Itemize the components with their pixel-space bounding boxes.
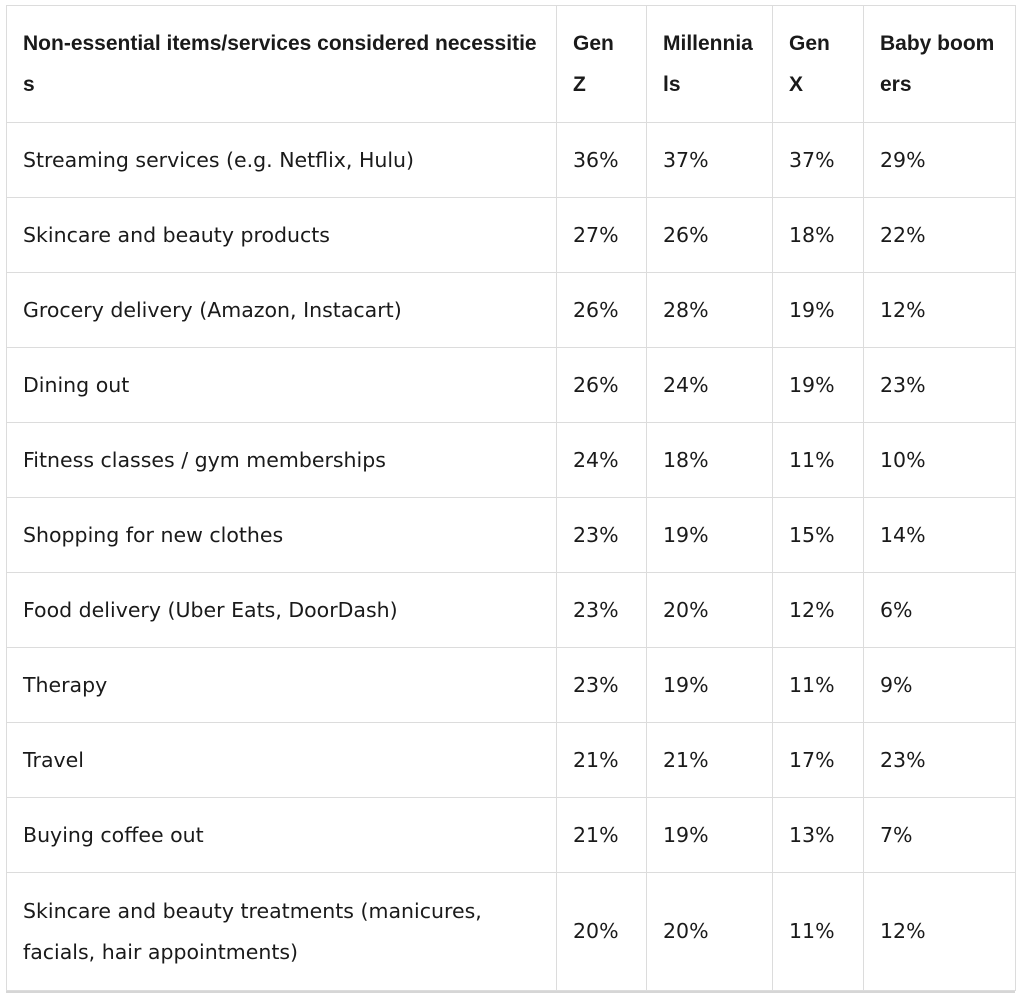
gen-z-cell: 36%	[556, 122, 647, 198]
boomers-cell: 6%	[863, 572, 1016, 648]
column-header-millennials: Millennials	[646, 5, 773, 123]
millennials-cell: 20%	[646, 572, 773, 648]
table-row: Therapy 23% 19% 11% 9%	[6, 647, 1016, 723]
column-header-gen-z: Gen Z	[556, 5, 647, 123]
millennials-cell: 18%	[646, 422, 773, 498]
item-cell: Skincare and beauty treatments (manicure…	[6, 872, 557, 991]
boomers-cell: 9%	[863, 647, 1016, 723]
boomers-cell: 22%	[863, 197, 1016, 273]
boomers-cell: 7%	[863, 797, 1016, 873]
gen-x-cell: 12%	[772, 572, 864, 648]
gen-z-cell: 26%	[556, 272, 647, 348]
millennials-cell: 26%	[646, 197, 773, 273]
item-cell: Streaming services (e.g. Netflix, Hulu)	[6, 122, 557, 198]
table-row: Shopping for new clothes 23% 19% 15% 14%	[6, 497, 1016, 573]
table-row: Streaming services (e.g. Netflix, Hulu) …	[6, 122, 1016, 198]
gen-x-cell: 18%	[772, 197, 864, 273]
millennials-cell: 20%	[646, 872, 773, 991]
table-header: Non-essential items/services considered …	[6, 5, 1016, 123]
item-cell: Dining out	[6, 347, 557, 423]
item-cell: Shopping for new clothes	[6, 497, 557, 573]
item-cell: Buying coffee out	[6, 797, 557, 873]
gen-z-cell: 23%	[556, 497, 647, 573]
item-cell: Travel	[6, 722, 557, 798]
millennials-cell: 37%	[646, 122, 773, 198]
gen-z-cell: 23%	[556, 647, 647, 723]
necessities-table: Non-essential items/services considered …	[6, 5, 1016, 991]
column-header-gen-x: Gen X	[772, 5, 864, 123]
table-row: Food delivery (Uber Eats, DoorDash) 23% …	[6, 572, 1016, 648]
table-body: Streaming services (e.g. Netflix, Hulu) …	[6, 122, 1016, 991]
gen-z-cell: 26%	[556, 347, 647, 423]
boomers-cell: 23%	[863, 347, 1016, 423]
millennials-cell: 21%	[646, 722, 773, 798]
millennials-cell: 19%	[646, 497, 773, 573]
millennials-cell: 28%	[646, 272, 773, 348]
gen-z-cell: 24%	[556, 422, 647, 498]
table-row: Skincare and beauty products 27% 26% 18%…	[6, 197, 1016, 273]
table-row: Dining out 26% 24% 19% 23%	[6, 347, 1016, 423]
boomers-cell: 12%	[863, 872, 1016, 991]
item-cell: Food delivery (Uber Eats, DoorDash)	[6, 572, 557, 648]
gen-x-cell: 17%	[772, 722, 864, 798]
millennials-cell: 19%	[646, 797, 773, 873]
necessities-table-container: Non-essential items/services considered …	[6, 5, 1016, 993]
table-row: Fitness classes / gym memberships 24% 18…	[6, 422, 1016, 498]
gen-z-cell: 20%	[556, 872, 647, 991]
gen-x-cell: 11%	[772, 647, 864, 723]
gen-x-cell: 13%	[772, 797, 864, 873]
gen-x-cell: 11%	[772, 422, 864, 498]
millennials-cell: 19%	[646, 647, 773, 723]
gen-x-cell: 19%	[772, 347, 864, 423]
gen-x-cell: 15%	[772, 497, 864, 573]
gen-x-cell: 37%	[772, 122, 864, 198]
item-cell: Therapy	[6, 647, 557, 723]
table-row: Grocery delivery (Amazon, Instacart) 26%…	[6, 272, 1016, 348]
table-row: Buying coffee out 21% 19% 13% 7%	[6, 797, 1016, 873]
millennials-cell: 24%	[646, 347, 773, 423]
header-row: Non-essential items/services considered …	[6, 5, 1016, 123]
boomers-cell: 10%	[863, 422, 1016, 498]
gen-z-cell: 27%	[556, 197, 647, 273]
boomers-cell: 23%	[863, 722, 1016, 798]
gen-z-cell: 21%	[556, 797, 647, 873]
item-cell: Fitness classes / gym memberships	[6, 422, 557, 498]
boomers-cell: 29%	[863, 122, 1016, 198]
column-header-baby-boomers: Baby boomers	[863, 5, 1016, 123]
column-header-item: Non-essential items/services considered …	[6, 5, 557, 123]
gen-x-cell: 19%	[772, 272, 864, 348]
boomers-cell: 12%	[863, 272, 1016, 348]
item-cell: Grocery delivery (Amazon, Instacart)	[6, 272, 557, 348]
item-cell: Skincare and beauty products	[6, 197, 557, 273]
gen-z-cell: 23%	[556, 572, 647, 648]
boomers-cell: 14%	[863, 497, 1016, 573]
table-row: Travel 21% 21% 17% 23%	[6, 722, 1016, 798]
gen-z-cell: 21%	[556, 722, 647, 798]
table-row: Skincare and beauty treatments (manicure…	[6, 872, 1016, 991]
gen-x-cell: 11%	[772, 872, 864, 991]
